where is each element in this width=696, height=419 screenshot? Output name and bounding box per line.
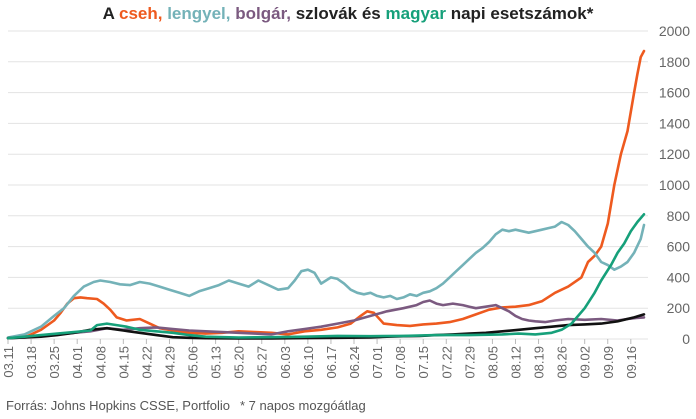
y-tick-label: 400 [667,269,691,285]
source-text: Forrás: Johns Hopkins CSSE, Portfolio [6,398,230,413]
x-tick-label: 05.27 [255,346,270,379]
x-tick-label: 07.15 [416,346,431,379]
y-tick-label: 1800 [659,54,690,70]
series-line-lengyel [6,220,646,339]
series-line-magyar [6,213,646,340]
x-tick-label: 04.15 [116,346,131,379]
title-part: bolgár, [235,4,291,23]
x-tick-label: 06.03 [278,346,293,379]
x-axis-ticks: 03.11 03.18 03.25 04.01 04.08 04.15 04.22 04.29… [1,339,639,379]
y-tick-label: 1400 [659,115,690,131]
title-part: lengyel, [167,4,231,23]
title-part: cseh, [118,4,163,23]
y-tick-label: 1200 [659,146,690,162]
title-part: magyar [385,4,446,23]
x-tick-label: 09.09 [601,346,616,379]
y-tick-label: 1600 [659,85,690,101]
x-tick-label: 05.06 [186,346,201,379]
y-tick-label: 1000 [659,177,690,193]
x-tick-label: 08.26 [555,346,570,379]
y-tick-label: 0 [682,331,690,347]
x-tick-label: 06.17 [324,346,339,379]
x-tick-label: 04.29 [162,346,177,379]
x-tick-label: 03.18 [24,346,39,379]
x-tick-label: 04.08 [93,346,108,379]
series-line-bolgár [6,299,646,340]
x-tick-label: 09.16 [624,346,639,379]
series-line-cseh [6,49,646,340]
y-tick-label: 2000 [659,23,690,39]
x-tick-label: 06.10 [301,346,316,379]
x-tick-label: 05.20 [232,346,247,379]
y-tick-label: 600 [667,239,691,255]
footer-note: Forrás: Johns Hopkins CSSE, Portfolio * 7… [6,398,366,413]
y-axis-ticks: 0 200 400 600 800 1000 1200 1400 1600 1800 2000 [659,23,690,347]
moving-average-note: * 7 napos mozgóátlag [239,398,366,413]
x-tick-label: 09.02 [578,346,593,379]
x-tick-label: 03.25 [47,346,62,379]
y-tick-label: 200 [667,300,691,316]
x-tick-label: 04.22 [139,346,154,379]
x-tick-label: 06.24 [347,346,362,379]
x-tick-label: 08.19 [532,346,547,379]
x-tick-label: 03.11 [1,346,16,378]
x-tick-label: 05.13 [209,346,224,379]
gridlines [8,30,648,340]
title-part: napi esetszámok* [445,4,594,23]
series-line-szlovák [6,313,646,340]
x-tick-label: 04.01 [70,346,85,379]
x-tick-label: 07.08 [393,346,408,379]
y-tick-label: 800 [667,208,691,224]
title-part: szlovák és [290,4,386,23]
x-tick-label: 07.22 [439,346,454,379]
x-tick-label: 07.01 [370,346,385,379]
x-tick-label: 08.05 [485,346,500,379]
title-part: A [102,4,119,23]
x-tick-label: 08.12 [508,346,523,379]
series-lines [6,49,646,340]
x-tick-label: 07.29 [462,346,477,379]
chart-title: A cseh, lengyel, bolgár, szlovák és magy… [0,4,696,24]
